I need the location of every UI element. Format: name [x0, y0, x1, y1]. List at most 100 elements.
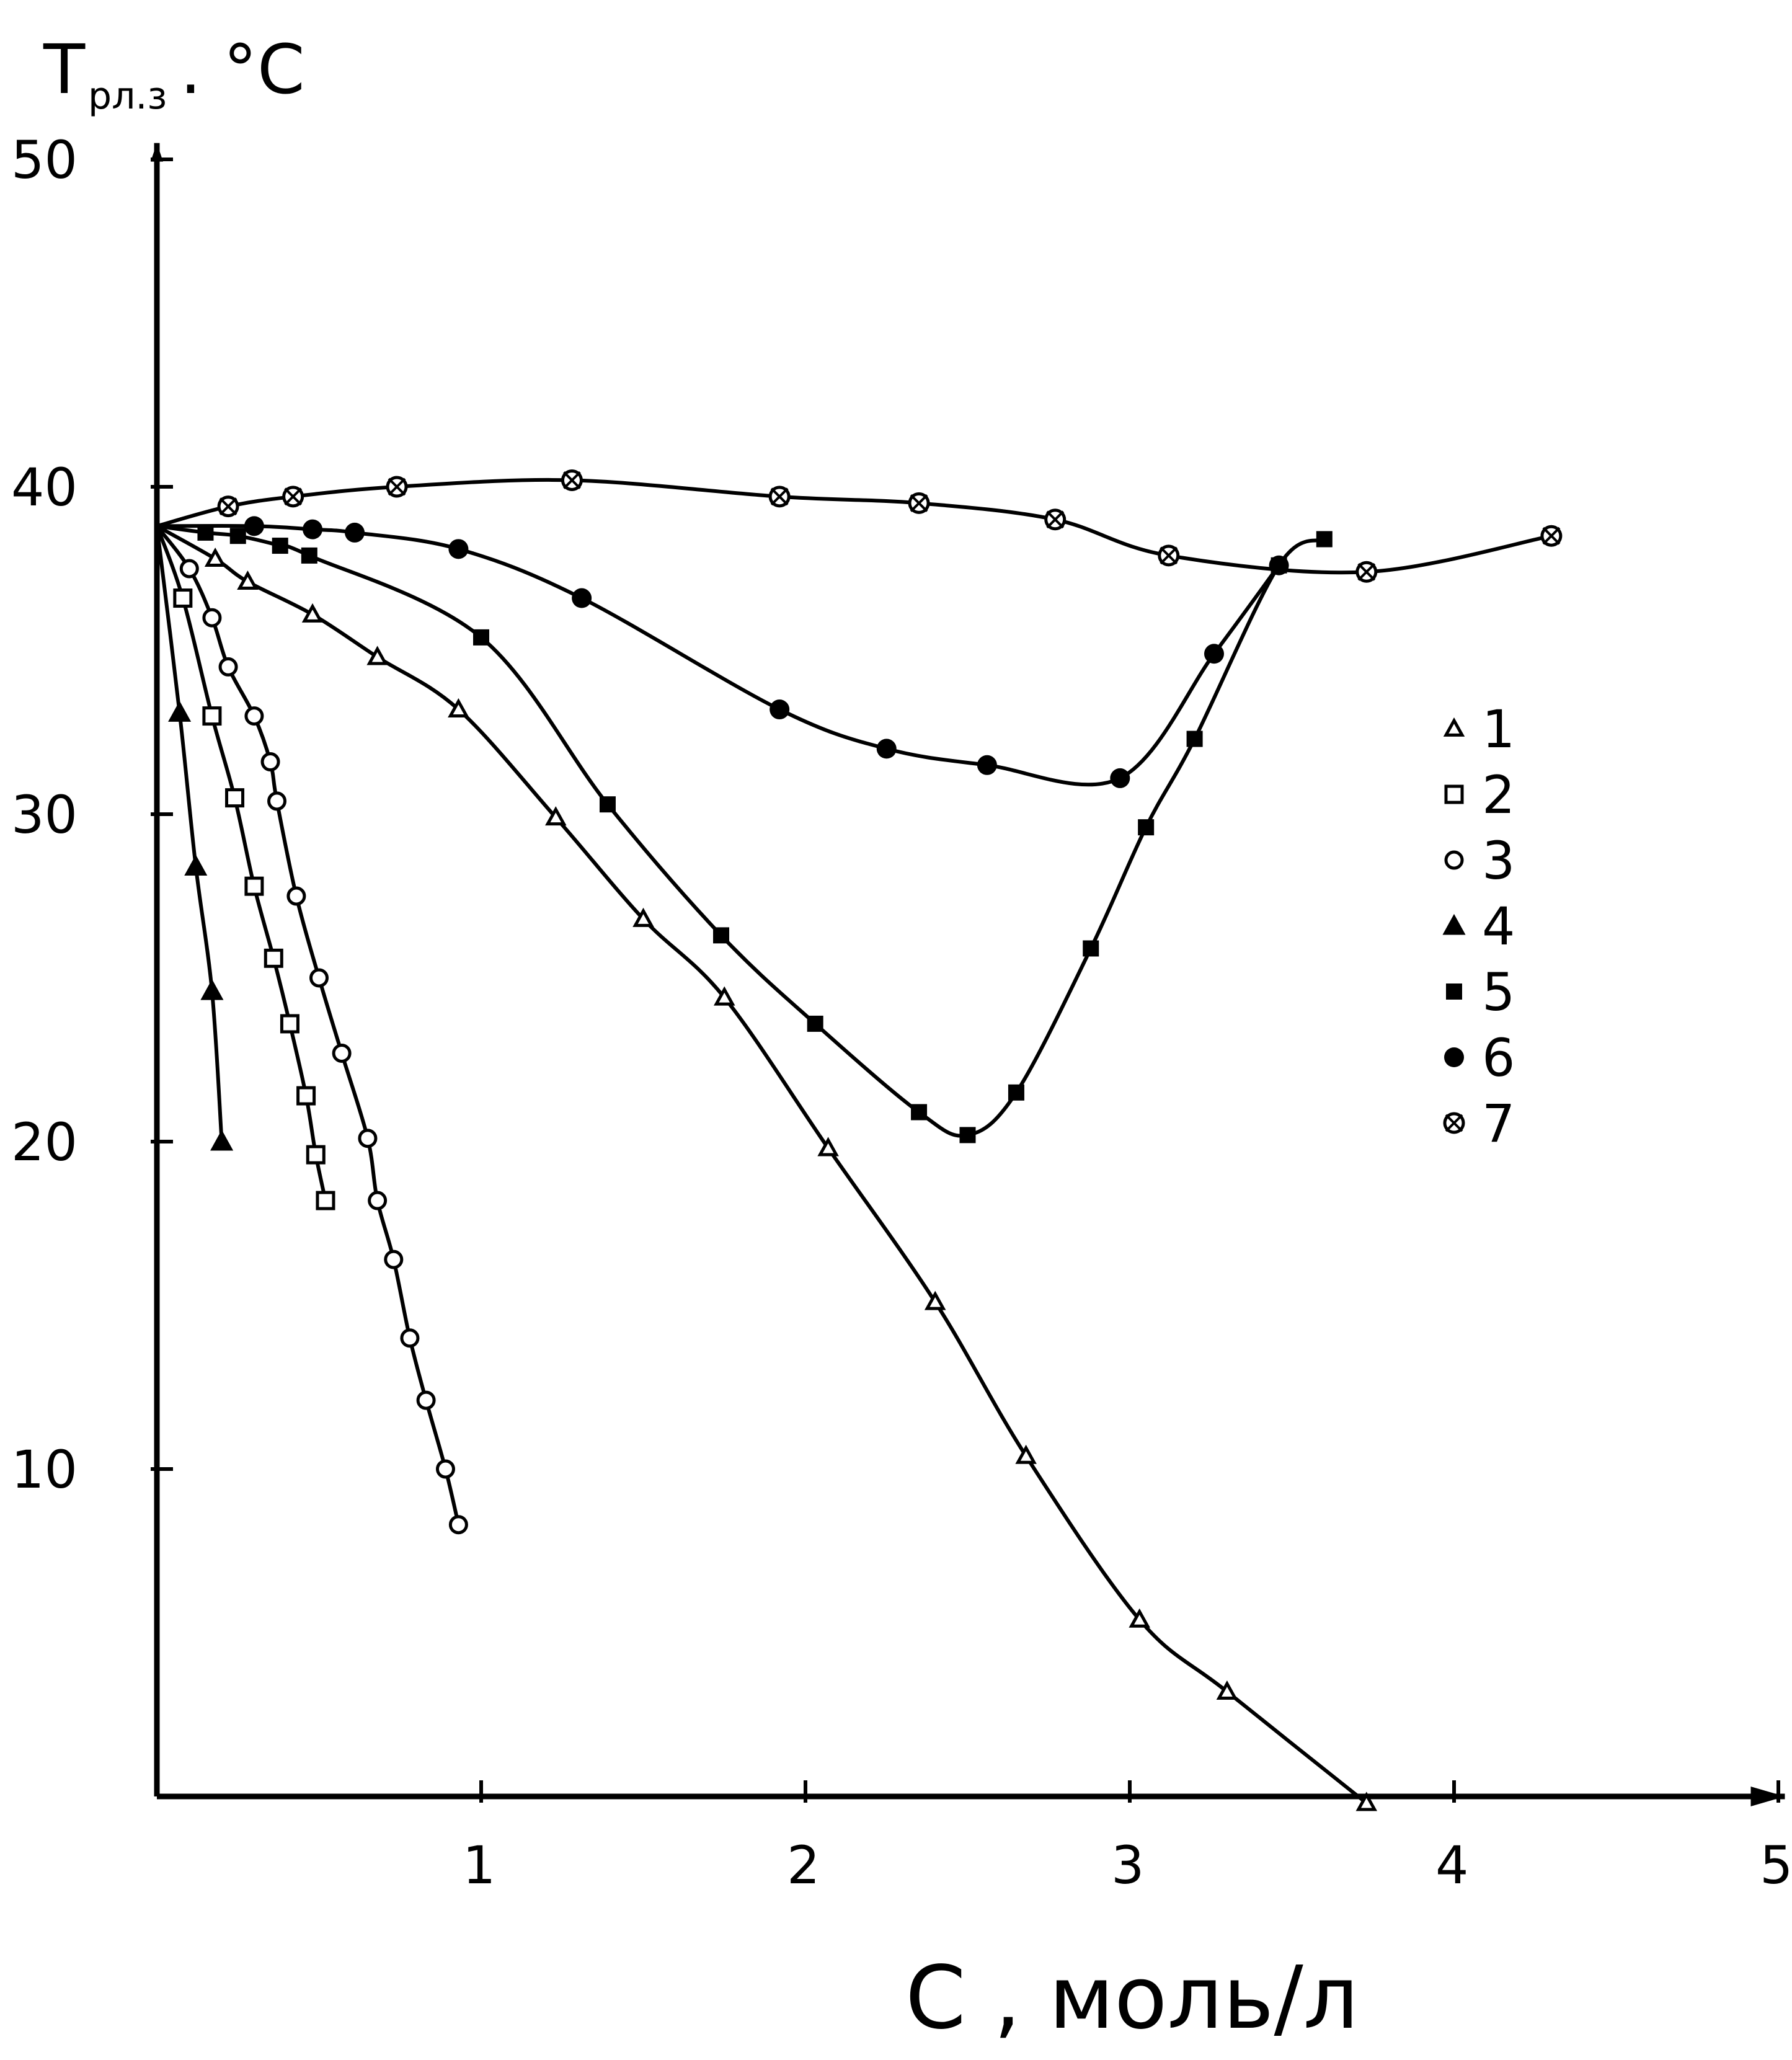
series-4-point: [210, 1129, 234, 1151]
series-6-point: [244, 516, 264, 536]
series-2-point-shape: [306, 1145, 326, 1165]
series-5-point-shape: [713, 927, 730, 944]
series-7-point-cross: [388, 477, 406, 496]
series-6-point-shape: [876, 739, 897, 759]
legend-label-3: 3: [1482, 830, 1515, 891]
series-2-point-shape: [173, 588, 193, 608]
x-tick-label: 1: [463, 1835, 495, 1896]
y-axis-arrow: [151, 143, 163, 162]
series-5-point-shape: [229, 528, 246, 544]
legend-marker-4: [1442, 913, 1466, 935]
legend-marker-3: [1444, 850, 1464, 870]
series-line-7: [155, 477, 1553, 575]
series-3-point-shape: [358, 1129, 378, 1148]
series-3-point: [332, 1043, 352, 1063]
series-1-point-shape: [1129, 1608, 1150, 1628]
x-tick-label: 4: [1435, 1835, 1468, 1896]
series-3-point: [368, 1191, 388, 1210]
series-1-point: [204, 548, 226, 567]
series-3-point: [435, 1459, 455, 1479]
series-5-point: [1008, 1084, 1024, 1101]
series-2-point: [202, 706, 222, 726]
series-3-point-shape: [400, 1328, 420, 1348]
series-4-point-shape: [184, 855, 208, 876]
series-6-point: [770, 699, 790, 720]
y-axis-label: T: [43, 30, 86, 109]
series-3-point-shape: [218, 657, 238, 677]
series-4-point-shape: [168, 701, 192, 722]
series-1-point: [545, 806, 567, 826]
series-6-point-shape: [244, 516, 264, 536]
legend-marker-6-shape: [1444, 1047, 1464, 1067]
series-7-point-cross: [219, 497, 237, 516]
legend-marker-3-shape: [1444, 850, 1464, 870]
legend-marker-2: [1444, 784, 1464, 804]
series-4-point-shape: [200, 979, 224, 1000]
series-3-point: [267, 791, 287, 811]
series-1-point: [448, 698, 469, 717]
series-6-point-shape: [572, 588, 592, 608]
series-1-point-shape: [1015, 1444, 1037, 1464]
series-3-point-shape: [267, 791, 287, 811]
series-3-point: [448, 1515, 468, 1535]
series-6-point: [345, 522, 365, 543]
series-6-point-shape: [1110, 768, 1130, 788]
series-5-point-shape: [1138, 819, 1155, 836]
series-3-point: [309, 968, 329, 988]
series-7-point-cross: [1046, 510, 1065, 529]
series-4-point: [168, 701, 192, 722]
series-2-point-shape: [225, 788, 245, 808]
series-7-point: [1355, 561, 1378, 583]
series-6-point-shape: [303, 519, 323, 539]
legend-label-7: 7: [1482, 1093, 1515, 1154]
series-2-point-shape: [316, 1191, 335, 1210]
series-7-point: [1540, 525, 1563, 547]
series-3-point-shape: [416, 1390, 436, 1410]
series-3-point-shape: [286, 886, 306, 906]
series-2-point-shape: [264, 948, 283, 968]
series-3-point-shape: [368, 1191, 388, 1210]
series-markers: [168, 469, 1563, 1811]
series-7-point: [1044, 508, 1067, 531]
series-5-point-shape: [807, 1015, 823, 1032]
series-6-point: [448, 539, 469, 559]
series-1-point: [237, 570, 259, 590]
series-1-point-shape: [448, 698, 469, 717]
series-1-point-shape: [545, 806, 567, 826]
series-2-point: [306, 1145, 326, 1165]
series-3-point-shape: [435, 1459, 455, 1479]
legend-label-2: 2: [1482, 765, 1515, 825]
series-2-point: [173, 588, 193, 608]
series-2-point-shape: [280, 1014, 299, 1034]
x-tick-label: 5: [1760, 1835, 1792, 1896]
x-axis-label: C , моль/л: [905, 1948, 1359, 2049]
legend-label-1: 1: [1482, 699, 1515, 760]
series-6-point: [876, 739, 897, 759]
series-1-point: [1015, 1444, 1037, 1464]
series-1-point-shape: [301, 603, 324, 623]
y-tick-label: 40: [11, 457, 78, 518]
series-3-point: [358, 1129, 378, 1148]
series-6-point: [977, 755, 997, 775]
series-5-point-shape: [473, 629, 489, 646]
series-7-point-cross: [284, 487, 303, 506]
series-line-6: [155, 524, 1281, 787]
series-1-point: [1216, 1680, 1238, 1700]
series-5-point: [807, 1015, 823, 1032]
series-5-point: [1186, 730, 1203, 747]
series-5-point-shape: [197, 524, 214, 541]
legend-marker-2-shape: [1444, 784, 1464, 804]
y-axis-title: T рл.з . °C: [43, 30, 305, 118]
series-5-point: [301, 547, 317, 564]
series-5-point-shape: [1008, 1084, 1024, 1101]
series-6-point-shape: [448, 539, 469, 559]
series-7-point: [768, 486, 791, 508]
legend-label-4: 4: [1482, 896, 1515, 957]
series-6-point: [1110, 768, 1130, 788]
series-5-point: [1083, 940, 1099, 957]
legend-marker-1: [1443, 717, 1465, 737]
series-1-point: [817, 1137, 839, 1157]
